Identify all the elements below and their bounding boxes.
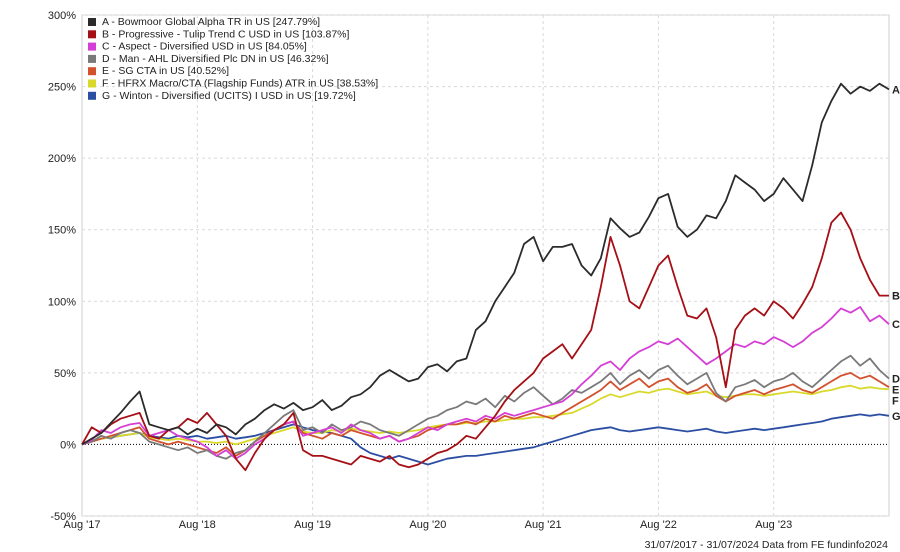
end-label-b: B <box>892 291 900 303</box>
axes: 300% 250% 200% 150% 100% 50% 0% -50%Aug '17 Aug … <box>48 10 792 531</box>
legend-entry-d: D - Man - AHL Diversified Plc DN in US [… <box>102 53 329 65</box>
legend-swatch-b <box>88 30 96 39</box>
y-tick-label: 100% <box>48 296 76 308</box>
legend: A - Bowmoor Global Alpha TR in US [247.7… <box>88 16 378 102</box>
x-tick-label: Aug '18 <box>179 519 216 531</box>
x-tick-label: Aug '20 <box>409 519 446 531</box>
grid <box>81 14 890 517</box>
legend-entry-c: C - Aspect - Diversified USD in US [84.0… <box>102 41 307 53</box>
x-tick-label: Aug '17 <box>64 519 101 531</box>
end-label-a: A <box>892 84 900 96</box>
legend-entry-g: G - Winton - Diversified (UCITS) I USD i… <box>102 90 356 102</box>
end-label-c: C <box>892 319 900 331</box>
legend-entry-b: B - Progressive - Tulip Trend C USD in U… <box>102 28 350 40</box>
x-tick-label: Aug '21 <box>525 519 562 531</box>
y-tick-label: 300% <box>48 10 76 22</box>
legend-entry-a: A - Bowmoor Global Alpha TR in US [247.7… <box>102 16 320 28</box>
end-label-f: F <box>892 396 899 408</box>
legend-entry-e: E - SG CTA in US [40.52%] <box>102 65 229 77</box>
y-tick-label: 0% <box>60 439 76 451</box>
legend-swatch-e <box>88 67 96 76</box>
legend-swatch-a <box>88 18 96 26</box>
legend-entry-f: F - HFRX Macro/CTA (Flagship Funds) ATR … <box>102 78 378 90</box>
y-tick-label: 50% <box>54 368 76 380</box>
y-tick-label: 200% <box>48 153 76 165</box>
y-tick-label: 150% <box>48 225 76 237</box>
y-tick-label: 250% <box>48 82 76 94</box>
x-tick-label: Aug '19 <box>294 519 331 531</box>
end-label-e: E <box>892 385 899 397</box>
series-line-f <box>81 384 890 446</box>
x-tick-label: Aug '22 <box>640 519 677 531</box>
series-line-g <box>81 413 890 466</box>
x-tick-label: Aug '23 <box>755 519 792 531</box>
legend-swatch-c <box>88 42 96 51</box>
end-label-d: D <box>892 374 900 386</box>
end-label-g: G <box>892 411 900 423</box>
series-line-a <box>81 82 890 446</box>
y-tick-label: -50% <box>50 511 76 523</box>
series-line-c <box>81 306 890 460</box>
series-line-d <box>81 354 890 460</box>
legend-swatch-d <box>88 54 96 63</box>
legend-swatch-f <box>88 79 96 88</box>
footer-source-text: 31/07/2017 - 31/07/2024 Data from FE fun… <box>645 539 889 551</box>
series-line-e <box>81 371 890 457</box>
legend-swatch-g <box>88 91 96 100</box>
series-lines <box>81 82 890 472</box>
